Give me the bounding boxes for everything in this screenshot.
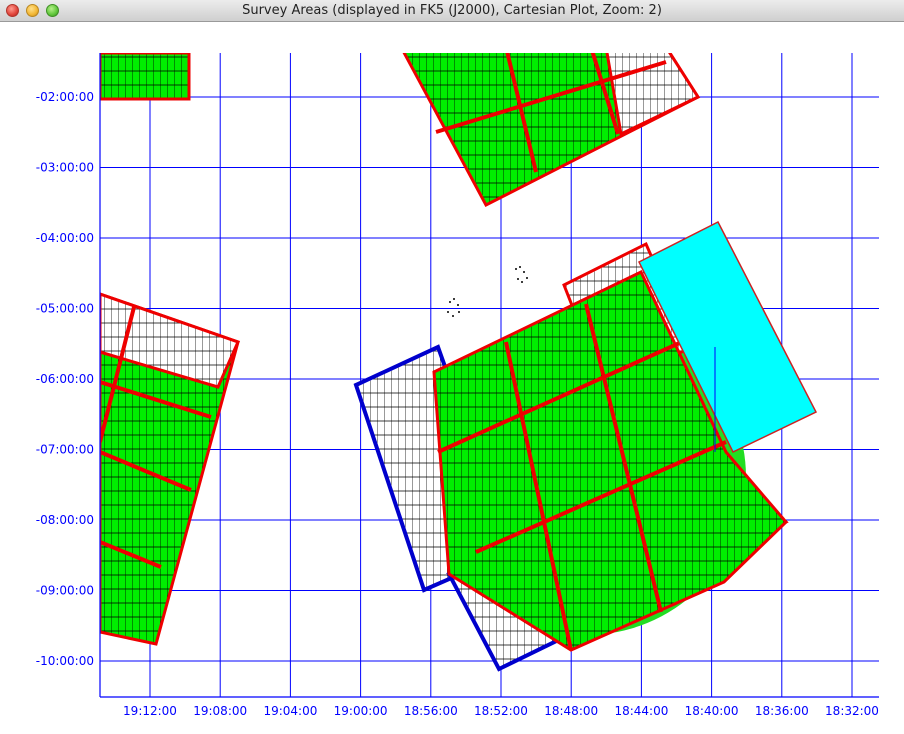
ra-tick-label: 18:32:00 xyxy=(825,704,879,718)
window-title: Survey Areas (displayed in FK5 (J2000), … xyxy=(242,3,662,18)
dec-axis-labels: -02:00:00 -03:00:00 -04:00:00 -05:00:00 -06:… xyxy=(36,90,94,668)
window-titlebar[interactable]: Survey Areas (displayed in FK5 (J2000), … xyxy=(0,0,904,22)
zoom-window-button[interactable] xyxy=(46,4,59,17)
dec-tick-label: -10:00:00 xyxy=(36,654,94,668)
ra-axis-labels: 19:12:00 19:08:00 19:04:00 19:00:00 18:56:00… xyxy=(123,704,879,718)
ra-tick-label: 18:40:00 xyxy=(685,704,739,718)
point-markers xyxy=(447,266,528,317)
dec-tick-label: -04:00:00 xyxy=(36,231,94,245)
ra-tick-label: 19:00:00 xyxy=(334,704,388,718)
survey-footprints xyxy=(100,53,818,672)
survey-plot[interactable]: -02:00:00 -03:00:00 -04:00:00 -05:00:00 -06:… xyxy=(6,22,898,729)
ra-tick-label: 18:56:00 xyxy=(404,704,458,718)
ra-tick-label: 19:04:00 xyxy=(263,704,317,718)
ra-tick-label: 18:48:00 xyxy=(544,704,598,718)
ra-tick-label: 18:36:00 xyxy=(755,704,809,718)
survey-field-main xyxy=(432,269,789,652)
survey-field-topleft xyxy=(100,53,191,101)
close-window-button[interactable] xyxy=(6,4,19,17)
ra-tick-label: 18:52:00 xyxy=(474,704,528,718)
dec-tick-label: -02:00:00 xyxy=(36,90,94,104)
minimize-window-button[interactable] xyxy=(26,4,39,17)
ra-tick-label: 19:08:00 xyxy=(193,704,247,718)
ra-tick-label: 19:12:00 xyxy=(123,704,177,718)
dec-tick-label: -05:00:00 xyxy=(36,302,94,316)
dec-tick-label: -09:00:00 xyxy=(36,584,94,598)
dec-tick-label: -08:00:00 xyxy=(36,513,94,527)
dec-tick-label: -03:00:00 xyxy=(36,161,94,175)
cyan-survey-patch xyxy=(637,220,818,453)
dec-tick-label: -07:00:00 xyxy=(36,443,94,457)
dec-tick-label: -06:00:00 xyxy=(36,372,94,386)
survey-plot-area[interactable]: -02:00:00 -03:00:00 -04:00:00 -05:00:00 -06:… xyxy=(6,22,898,729)
ra-tick-label: 18:44:00 xyxy=(614,704,668,718)
